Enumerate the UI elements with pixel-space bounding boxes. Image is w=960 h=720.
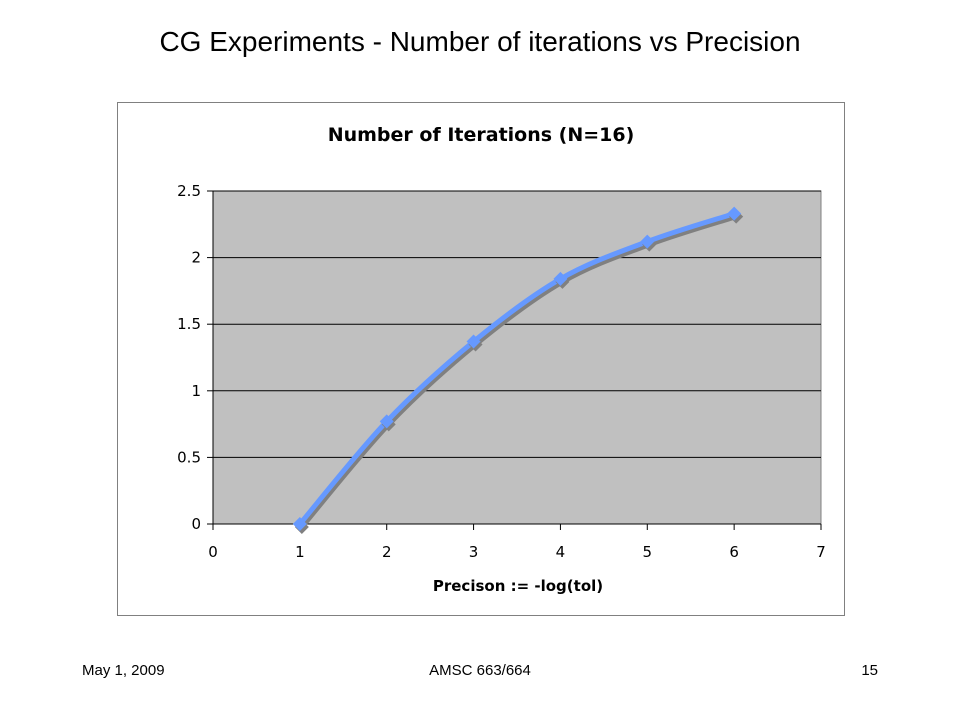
chart-frame: Number of Iterations (N=16) 0 0.5 1 1.5 2 2.5… [117, 102, 845, 616]
x-tick-label: 5 [643, 543, 653, 561]
y-tick-label: 2 [191, 249, 201, 267]
x-axis-label: Precison := -log(tol) [433, 577, 603, 595]
x-tick-label: 4 [556, 543, 566, 561]
gridlines [213, 190, 821, 458]
data-point [466, 334, 481, 349]
footer-date: May 1, 2009 [82, 662, 165, 679]
x-tick-label: 7 [816, 543, 826, 561]
y-tick-label: 0.5 [177, 448, 201, 466]
data-point [292, 517, 307, 531]
chart-svg: Number of Iterations (N=16) 0 0.5 1 1.5 2 2.5… [177, 124, 826, 595]
series-layer [292, 206, 744, 534]
x-tick-label: 3 [469, 543, 479, 561]
data-point [640, 234, 655, 249]
plot-area [212, 190, 822, 525]
slide-title: CG Experiments - Number of iterations vs… [159, 26, 801, 57]
x-tick-label: 1 [295, 543, 305, 561]
y-tick-label: 2.5 [177, 182, 201, 200]
y-tick-label: 0 [191, 515, 201, 533]
data-point [553, 271, 568, 286]
axes: 0 0.5 1 1.5 2 2.5 0 1 2 3 4 5 6 7 [177, 182, 826, 561]
data-point [727, 206, 742, 221]
x-tick-label: 6 [729, 543, 739, 561]
footer-page-number: 15 [861, 662, 878, 679]
y-tick-label: 1.5 [177, 315, 201, 333]
chart-title: Number of Iterations (N=16) [328, 124, 635, 146]
x-tick-label: 0 [208, 543, 218, 561]
data-point [379, 414, 394, 429]
y-tick-label: 1 [191, 382, 201, 400]
x-tick-label: 2 [382, 543, 392, 561]
footer-course: AMSC 663/664 [429, 662, 531, 679]
